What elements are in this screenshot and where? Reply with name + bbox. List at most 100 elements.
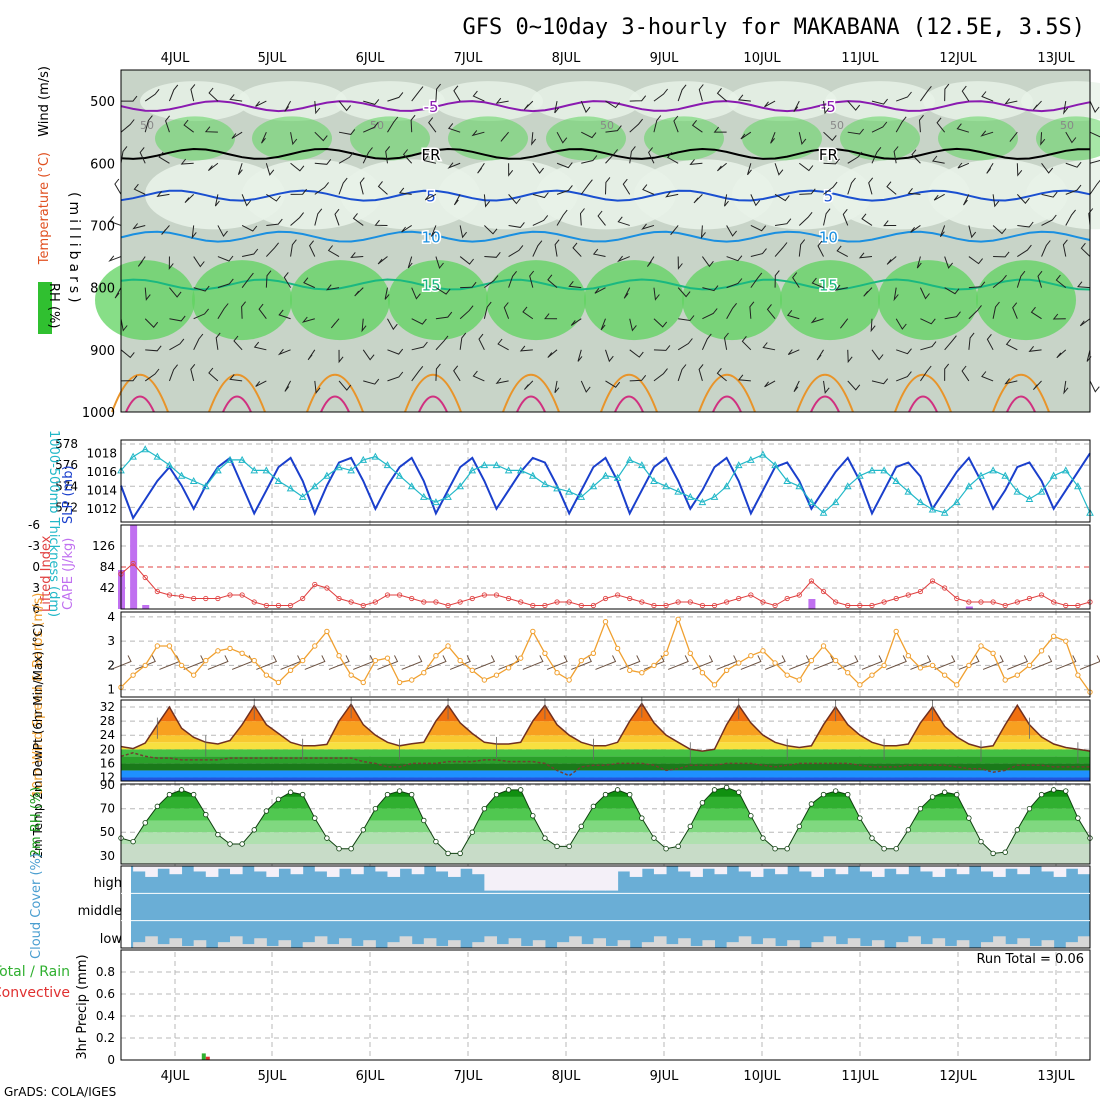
- date-label-bottom: 11JUL: [841, 1069, 879, 1084]
- upper-wind-barb: [363, 378, 380, 385]
- date-label-bottom: 6JUL: [356, 1069, 386, 1084]
- axes: 4JUL 4JUL 5JUL 5JUL 6JUL 6JUL 7JUL 7JUL 8JUL 8JUL…: [28, 51, 1091, 1084]
- lifted-index-point: [796, 592, 802, 598]
- surface-isotherm-warm: [1006, 395, 1036, 413]
- cloud-high-gap: [145, 866, 158, 877]
- cloud-high-gap: [254, 866, 267, 872]
- cloud-high-gap: [1065, 866, 1079, 869]
- isotherm-label: 5: [824, 188, 834, 206]
- wind-speed-point: [178, 662, 185, 669]
- cloud-high-gap: [508, 866, 522, 891]
- wind-speed-point: [445, 643, 451, 649]
- surface-isotherm-warm: [908, 395, 938, 413]
- wind-speed-point: [1038, 648, 1045, 654]
- thickness-point: [177, 471, 186, 479]
- cloud-low-gap: [266, 946, 279, 948]
- lifted-index-point: [615, 592, 621, 598]
- wind-speed-point: [1026, 662, 1033, 669]
- upper-wind-barb: [169, 338, 185, 351]
- upper-wind-barb: [338, 177, 348, 195]
- upper-wind-barb: [713, 126, 727, 133]
- upper-wind-barb: [766, 304, 776, 320]
- rh-ylabels: 2m RH (%): [29, 787, 44, 858]
- upper-wind-barb: [1030, 306, 1042, 320]
- upper-wind-barb: [411, 86, 424, 102]
- upper-wind-barb: [792, 272, 800, 288]
- wind-speed-point: [832, 657, 839, 664]
- lifted-index-point: [154, 588, 160, 595]
- upper-wind-barb: [579, 208, 585, 226]
- cloud-ylabels: Cloud Cover (%) high middle low: [29, 853, 122, 959]
- date-label-top: 5JUL: [258, 51, 288, 66]
- thickness-point: [201, 482, 210, 490]
- surface-wind-barb: [1055, 655, 1077, 670]
- cloud-high-gap: [871, 866, 885, 877]
- wind-speed-point: [590, 650, 597, 656]
- upper-wind-barb: [484, 251, 501, 258]
- cloud-high-gap: [399, 866, 413, 869]
- upper-wind-barb: [459, 256, 474, 265]
- upper-wind-barb: [144, 368, 160, 382]
- upper-wind-barb: [895, 318, 907, 330]
- wind-speed-point: [130, 672, 136, 678]
- cloud-high-gap: [411, 866, 425, 875]
- cloud-high-gap: [569, 866, 582, 891]
- upper-wind-barb: [689, 159, 703, 166]
- lifted-index-point: [748, 592, 754, 598]
- upper-wind-barb: [677, 364, 687, 382]
- thickness-point: [989, 466, 997, 474]
- upper-wind-barb: [314, 158, 332, 165]
- wind-speed-point: [312, 643, 318, 649]
- upper-wind-barb: [817, 240, 824, 257]
- rh-point: [566, 843, 572, 850]
- upper-wind-barb: [907, 187, 921, 195]
- upper-wind-barb: [261, 131, 267, 144]
- upper-wind-barb: [605, 125, 622, 133]
- upper-wind-barb: [241, 272, 254, 288]
- upper-wind-barb: [1032, 100, 1042, 111]
- thickness-point: [298, 492, 307, 500]
- upper-wind-barb: [338, 380, 352, 391]
- wind-speed-point: [675, 616, 681, 622]
- upper-wind-barb: [277, 348, 291, 356]
- upper-wind-barb: [920, 318, 936, 325]
- upper-wind-barb: [265, 163, 275, 176]
- rh-point: [130, 838, 136, 845]
- precip-ylabels: Total / Rain Convective 3hr Precip (mm) …: [0, 952, 1084, 1060]
- lifted-index-point: [772, 602, 778, 609]
- thickness-point: [952, 498, 961, 506]
- rh-dry-region: [237, 81, 347, 122]
- lifted-index-point: [433, 599, 439, 605]
- upper-wind-barb: [217, 225, 228, 238]
- upper-wind-barb: [992, 194, 1000, 208]
- lifted-index-label: Lifted Index: [39, 535, 54, 612]
- rh-legend-swatch: [38, 282, 52, 334]
- temp-color-band: [121, 777, 1090, 781]
- cloud-low-gap: [811, 942, 825, 948]
- cloud-high-gap: [762, 866, 776, 869]
- upper-wind-barb: [617, 255, 630, 263]
- upper-wind-barb: [1089, 380, 1100, 393]
- wind-speed-point: [748, 653, 754, 659]
- thickness-point: [807, 498, 816, 506]
- upper-wind-barb: [605, 380, 621, 388]
- upper-wind-barb: [944, 311, 961, 320]
- thickness-point: [189, 476, 198, 484]
- cloud-high-gap: [169, 866, 183, 875]
- panel-frame-upper: [120, 69, 1091, 413]
- slp-tick-label: 1014: [86, 483, 117, 497]
- cloud-low-gap: [569, 936, 582, 948]
- upper-wind-barb: [798, 211, 813, 226]
- rh-point: [748, 813, 754, 819]
- lifted-index-point: [978, 599, 984, 605]
- upper-wind-barb: [217, 303, 229, 319]
- rh-point: [869, 835, 875, 841]
- upper-wind-barb: [217, 278, 234, 289]
- wind-speed-point: [929, 662, 936, 669]
- temp-tick-label: 12: [100, 770, 115, 784]
- thickness-point: [831, 498, 840, 506]
- upper-wind-barb: [716, 87, 727, 102]
- cloud-high-gap: [993, 866, 1006, 877]
- upper-wind-barb: [453, 85, 461, 102]
- wind-speed-point: [651, 662, 657, 669]
